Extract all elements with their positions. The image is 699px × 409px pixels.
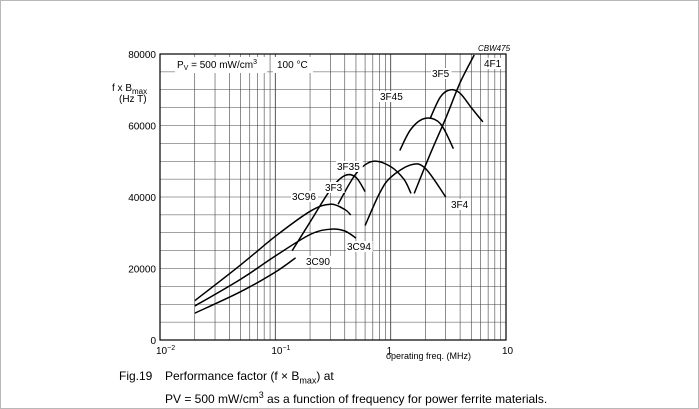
caption-line-1: Fig.19 Performance factor (f × Bmax) at: [119, 369, 334, 386]
x-tick-label: 10: [502, 346, 514, 357]
series-label-3f4: 3F4: [451, 200, 469, 211]
series-label-3f3: 3F3: [325, 183, 343, 194]
series-label-3c94: 3C94: [347, 242, 371, 253]
series-4f1: [413, 54, 475, 194]
temperature-label: 100 °C: [277, 60, 308, 71]
series-3f4: [364, 163, 447, 226]
series-label-bg: [483, 58, 504, 69]
x-tick-label: 10−1: [271, 345, 290, 357]
y-tick-label: 40000: [128, 193, 156, 204]
x-tick-label: 1: [387, 346, 393, 357]
series-label-3c96: 3C96: [292, 192, 316, 203]
series-label-bg: [431, 68, 452, 79]
series-3f5: [429, 88, 484, 123]
series-label-bg: [324, 182, 345, 193]
series-label-3f35: 3F35: [337, 162, 360, 173]
caption-label: Fig.19: [119, 369, 153, 383]
x-tick-labels: 10−2 10−1 1 10: [156, 345, 514, 357]
series-label-bg: [346, 241, 373, 252]
y-tick-label: 0: [150, 336, 156, 347]
series-label-3f5: 3F5: [432, 69, 450, 80]
series-label-4f1: 4F1: [484, 59, 502, 70]
series-label-bg: [379, 91, 406, 102]
x-tick-label: 10−2: [156, 345, 175, 357]
series-3f45: [399, 117, 455, 151]
figure-caption: Fig.19 Performance factor (f × Bmax) at P…: [119, 369, 547, 407]
caption-line-2: PV = 500 mW/cm3 as a function of frequen…: [165, 390, 548, 407]
series-label-bg: [336, 161, 363, 172]
y-tick-label: 20000: [128, 265, 156, 276]
series-3c94: [194, 228, 357, 307]
series-3c96: [194, 203, 352, 302]
series-3f35: [337, 160, 412, 205]
y-axis-label-line1: f x Bmax: [112, 83, 147, 96]
y-axis-label-line2: (Hz T): [119, 94, 147, 105]
series-labels: 3C90 3C94 3C96 3F3 3F35 3F4 3F45 3F5 4F1: [291, 58, 504, 268]
pv-condition-label: PV = 500 mW/cm3: [177, 59, 257, 72]
series-label-bg: [305, 256, 332, 267]
pv-label-bg: [175, 57, 267, 73]
x-axis-label: operating freq. (MHz): [386, 351, 471, 361]
chart: PV = 500 mW/cm3 100 °C CBW475 f x Bmax (…: [112, 44, 514, 362]
series-label-bg: [291, 191, 318, 202]
plot-border: [159, 53, 507, 341]
series-label-bg: [450, 199, 471, 210]
series-label-3f45: 3F45: [380, 92, 403, 103]
x-axis-label-bg: [381, 350, 469, 362]
y-tick-label: 80000: [128, 50, 156, 61]
y-tick-label: 60000: [128, 122, 156, 133]
series-3c90: [194, 257, 297, 314]
series-3f3: [291, 173, 366, 252]
y-tick-labels: 0 20000 40000 60000 80000: [128, 50, 156, 347]
figure-code: CBW475: [478, 44, 511, 53]
series-label-3c90: 3C90: [306, 257, 330, 268]
series-lines: [194, 54, 484, 314]
temperature-label-bg: [273, 57, 313, 73]
